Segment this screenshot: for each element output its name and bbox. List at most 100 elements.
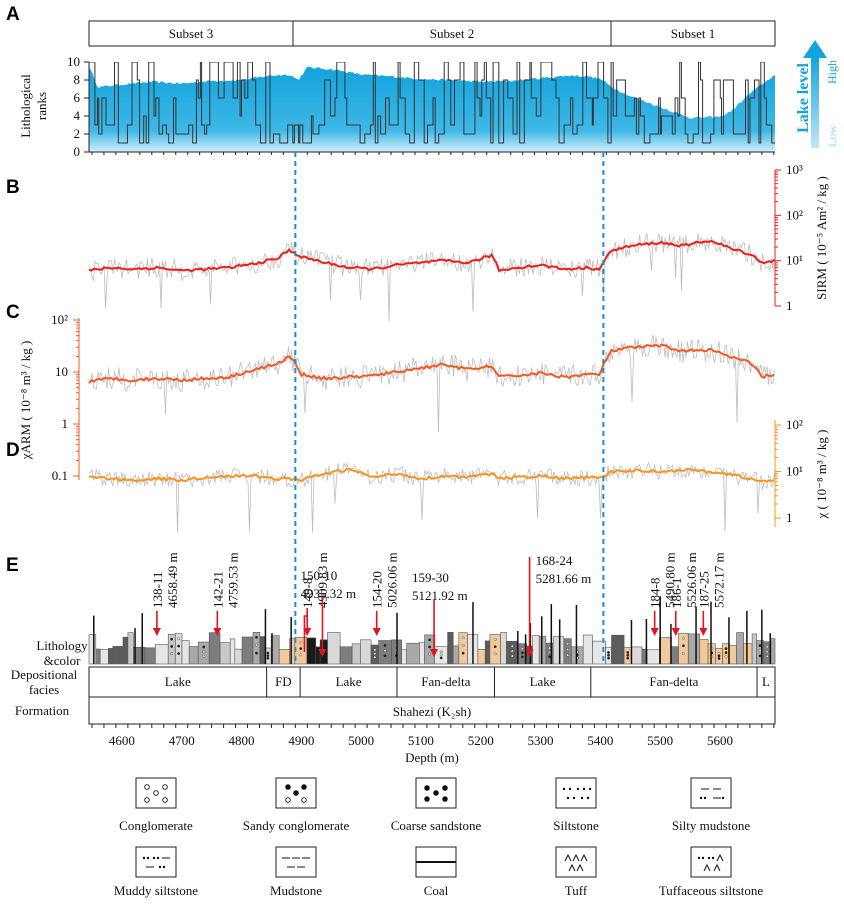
panel-b-y-tick-label: 10¹: [786, 253, 803, 268]
lithology-bed: [770, 638, 776, 665]
lithology-grain: [461, 636, 465, 640]
panel-b-y-tick-label: 10³: [786, 162, 803, 177]
legend-dot: [707, 856, 711, 860]
facies-cells: Lake FD Lake Fan-delta Lake Fan-delta L: [165, 667, 770, 697]
legend-swatch: [555, 777, 597, 809]
lithology-grain: [765, 654, 769, 658]
sample-arrow-head: [430, 649, 439, 657]
lithology-grain: [428, 645, 431, 649]
legend-dot: [568, 787, 572, 791]
lithology-grain: [461, 644, 465, 647]
lithology-grain: [373, 652, 377, 656]
lithology-grain: [439, 650, 443, 654]
lithology-grain: [548, 655, 551, 659]
legend-dot: [586, 796, 590, 800]
sample-depth: 5490.80 m: [663, 552, 678, 608]
lithology-bed: [144, 647, 156, 665]
lithology-grain: [428, 638, 431, 642]
sample-arrow-head: [372, 628, 381, 636]
legend-dot: [588, 787, 592, 791]
depth-tick-label: 4700: [169, 733, 195, 748]
legend-item-tuff: Tuff: [555, 846, 597, 898]
lithology-grain: [548, 651, 551, 654]
panel-b-ylabel: SIRM ( 10⁻⁵ Am² / kg ): [814, 176, 829, 300]
legend-caret: [716, 853, 724, 862]
sample-depth: 5121.92 m: [412, 588, 468, 603]
lithology-grain: [299, 647, 303, 650]
legend-dot: [424, 796, 430, 802]
lithology-grain: [428, 652, 431, 656]
lithology-grain: [758, 649, 762, 653]
lithology-bed: [736, 632, 744, 665]
sample-id: 186-1: [669, 578, 684, 608]
lithology-grain: [202, 650, 206, 654]
lithology-bed: [419, 642, 425, 665]
lithology-bed: [351, 643, 361, 665]
lithology-grain: [170, 637, 174, 641]
legend-label: Coarse sandstone: [391, 818, 482, 833]
lake-level-high: High: [825, 60, 839, 84]
panel-c-y-tick-label: 1: [62, 416, 69, 431]
legend-dot: [721, 796, 725, 800]
lithology-bed: [112, 646, 124, 665]
sample-arrow-head: [213, 628, 222, 636]
panel-a-ylabel-line2: ranks: [34, 92, 49, 120]
lithology-grain: [266, 656, 270, 660]
lithology-bed: [699, 639, 709, 665]
lithology-grain: [521, 651, 524, 655]
legend-dot: [162, 784, 168, 790]
legend-caret: [576, 863, 584, 872]
legend-item-coal: Coal: [415, 846, 457, 898]
lithology-grain: [724, 655, 728, 659]
panel-c-letter: C: [6, 302, 20, 323]
lithology-bed: [241, 636, 254, 665]
legend-item-mudstone: Mudstone: [270, 846, 322, 898]
lithology-bed: [506, 640, 519, 665]
lithology-grain: [682, 644, 685, 648]
panel-a-y-tick-label: 4: [74, 108, 81, 123]
legend: Conglomerate Sandy conglomerate Coarse san…: [114, 777, 763, 898]
legend-dot: [433, 790, 439, 796]
lake-level-arrow-head: [803, 40, 827, 58]
legend-label: Tuff: [565, 883, 588, 898]
legend-dot: [293, 790, 299, 796]
panel-a-y-tick-label: 6: [74, 90, 81, 105]
sample-id: 184-8: [648, 578, 663, 608]
lithology-bed: [447, 631, 454, 665]
lithology-grain: [255, 643, 258, 647]
panel-a-x-ticks: [91, 152, 775, 155]
legend-item-muddysilt: Muddy siltstone: [114, 846, 198, 898]
lithology-bed: [406, 642, 420, 665]
lithology-grain: [626, 653, 630, 657]
panel-b: B 1 10¹ 10² 10³ SIRM ( 10⁻⁵ Am² / kg ): [6, 162, 829, 322]
lithology-bed: [611, 634, 625, 665]
legend-dot: [146, 856, 150, 860]
lithology-grain: [607, 651, 610, 654]
depth-tick-label: 4600: [109, 733, 135, 748]
legend-label: Mudstone: [270, 883, 322, 898]
sample-id: 159-30: [412, 570, 449, 585]
panel-b-letter: B: [6, 177, 20, 198]
chi-arm-smoothed-series: [88, 343, 775, 384]
row-label-lithology-2: &color: [44, 653, 81, 668]
legend-dot: [285, 797, 291, 803]
panel-e: E 138-11 4658.49 m 142-21 4759.53 m 149-8 490…: [6, 552, 776, 765]
lithology-bed: [729, 645, 737, 665]
lithology-grain: [177, 652, 181, 655]
legend-item-conglomerate: Conglomerate: [119, 777, 193, 833]
sample-id: 150-10: [300, 568, 337, 583]
legend-label: Coal: [424, 883, 449, 898]
lithology-grain: [493, 645, 497, 649]
panel-a-y-tick-label: 2: [74, 126, 81, 141]
lithology-grain: [299, 653, 303, 657]
lithology-grain: [177, 644, 181, 648]
lake-level-arrow-shaft: [811, 56, 819, 148]
facies-label: Lake: [336, 674, 362, 689]
legend-dot: [442, 796, 448, 802]
lithology-grain: [255, 651, 258, 655]
panel-d: D 1 10¹ 10² χ ( 10⁻⁸ m³ / kg ): [6, 417, 829, 533]
sample-depth: 5526.06 m: [684, 552, 699, 608]
lithology-bed: [278, 648, 290, 665]
